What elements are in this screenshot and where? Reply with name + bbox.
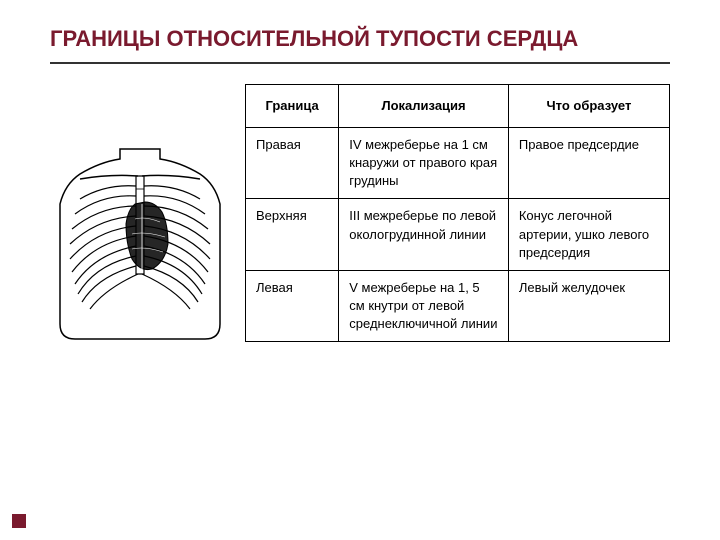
cell-localization: V межреберье на 1, 5 см кнутри от левой … [339,270,509,342]
cell-localization: IV межреберье на 1 см кнаружи от правого… [339,127,509,199]
cell-boundary: Верхняя [246,199,339,271]
header-localization: Локализация [339,84,509,127]
cell-forms: Правое предсердие [508,127,669,199]
title-underline [50,62,670,64]
cell-forms: Левый желудочек [508,270,669,342]
cell-boundary: Правая [246,127,339,199]
cell-boundary: Левая [246,270,339,342]
ribcage-illustration [50,144,230,349]
corner-accent [12,514,26,528]
table-row: Правая IV межреберье на 1 см кнаружи от … [246,127,670,199]
header-forms: Что образует [508,84,669,127]
table-container: Граница Локализация Что образует Правая … [245,84,670,343]
cell-localization: III межреберье по левой окологрудинной л… [339,199,509,271]
table-header-row: Граница Локализация Что образует [246,84,670,127]
table-row: Левая V межреберье на 1, 5 см кнутри от … [246,270,670,342]
ribcage-svg [50,144,230,344]
table-row: Верхняя III межреберье по левой окологру… [246,199,670,271]
content-area: Граница Локализация Что образует Правая … [50,84,670,349]
boundaries-table: Граница Локализация Что образует Правая … [245,84,670,343]
page-title: ГРАНИЦЫ ОТНОСИТЕЛЬНОЙ ТУПОСТИ СЕРДЦА [50,25,670,54]
header-boundary: Граница [246,84,339,127]
cell-forms: Конус легочной артерии, ушко левого пред… [508,199,669,271]
